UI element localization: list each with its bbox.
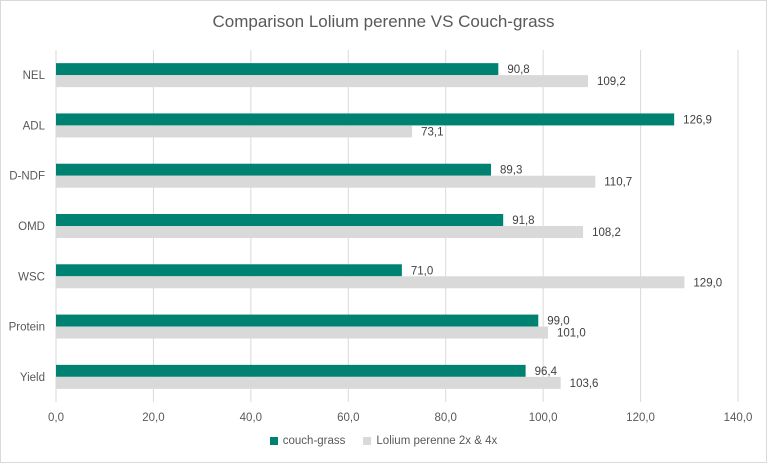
- bar-couch-grass: [56, 364, 526, 377]
- data-label: 71,0: [411, 265, 433, 277]
- x-tick-label: 40,0: [240, 412, 262, 424]
- bar-lolium: [56, 376, 561, 389]
- x-tick-label: 80,0: [435, 412, 457, 424]
- data-label: 110,7: [604, 177, 632, 189]
- data-label: 126,9: [683, 114, 712, 126]
- legend-swatch-couch-grass: [269, 437, 278, 445]
- data-label: 99,0: [547, 316, 569, 328]
- bar-couch-grass: [56, 63, 499, 76]
- y-category-label: ADL: [23, 120, 46, 132]
- y-category-label: D-NDF: [9, 171, 45, 183]
- x-tick-label: 60,0: [337, 412, 359, 424]
- y-axis-categories: NEL ADL D-NDF OMD WSC Protein Yield: [9, 70, 46, 384]
- data-label: 103,6: [570, 378, 599, 390]
- bars: [56, 63, 685, 389]
- data-label: 96,4: [535, 366, 558, 378]
- bar-lolium: [56, 125, 413, 138]
- data-label: 108,2: [592, 227, 621, 239]
- x-axis-ticks: 0,0 20,0 40,0 60,0 80,0 100,0 120,0 140,0: [48, 412, 752, 424]
- x-tick-label: 100,0: [529, 412, 558, 424]
- x-tick-label: 140,0: [724, 412, 753, 424]
- bar-couch-grass: [56, 214, 504, 226]
- x-tick-label: 20,0: [142, 412, 164, 424]
- legend-label-couch-grass: couch-grass: [282, 435, 346, 447]
- y-category-label: NEL: [23, 70, 46, 82]
- legend-item-lolium: Lolium perenne 2x & 4x: [363, 435, 497, 447]
- x-tick-label: 0,0: [48, 412, 64, 424]
- y-category-label: OMD: [18, 221, 45, 233]
- bar-lolium: [56, 226, 584, 238]
- data-label: 89,3: [500, 165, 522, 177]
- data-label: 73,1: [421, 126, 443, 138]
- data-label: 91,8: [512, 215, 534, 227]
- bar-couch-grass: [56, 314, 539, 327]
- legend-item-couch-grass: couch-grass: [269, 435, 346, 447]
- y-category-label: WSC: [18, 271, 45, 283]
- y-category-label: Protein: [9, 322, 45, 334]
- legend: couch-grass Lolium perenne 2x & 4x: [0, 435, 767, 447]
- data-label: 109,2: [597, 76, 626, 88]
- data-label: 90,8: [507, 64, 529, 76]
- legend-label-lolium: Lolium perenne 2x & 4x: [376, 435, 498, 447]
- bar-lolium: [56, 326, 549, 339]
- bar-couch-grass: [56, 264, 402, 277]
- chart-title: Comparison Lolium perenne VS Couch-grass: [212, 12, 555, 31]
- data-label: 129,0: [693, 277, 722, 289]
- bar-couch-grass: [56, 163, 492, 176]
- data-label: 101,0: [557, 328, 586, 340]
- data-labels: 90,8 109,2 126,9 73,1 89,3 110,7 91,8 108,2 71,0…: [411, 64, 722, 390]
- bar-lolium: [56, 75, 588, 88]
- legend-swatch-lolium: [363, 437, 372, 445]
- x-tick-label: 120,0: [626, 412, 655, 424]
- bar-lolium: [56, 175, 596, 188]
- y-category-label: Yield: [20, 372, 45, 384]
- bar-couch-grass: [56, 113, 675, 126]
- bar-lolium: [56, 276, 685, 289]
